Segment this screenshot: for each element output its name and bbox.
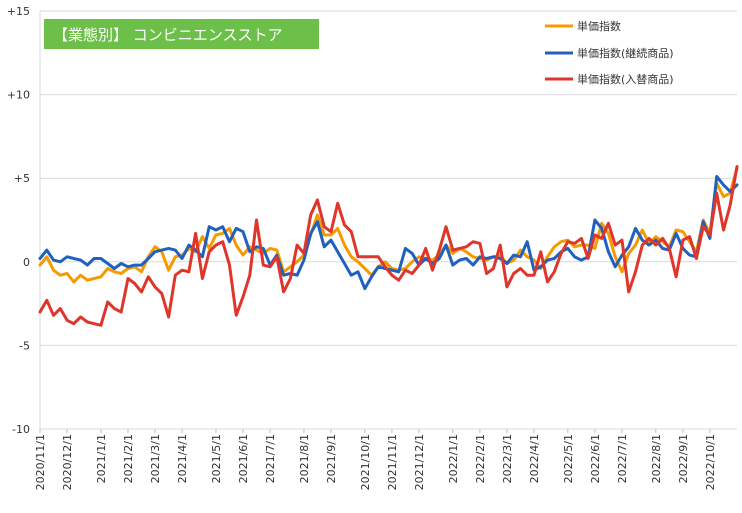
x-tick-label: 2022/8/1 xyxy=(650,434,663,483)
series-line-1 xyxy=(38,166,739,284)
x-tick-label: 2021/6/1 xyxy=(237,434,250,483)
y-tick-label: 0 xyxy=(23,256,30,269)
x-tick-label: 2022/6/1 xyxy=(589,434,602,483)
x-tick-label: 2022/5/1 xyxy=(562,434,575,483)
y-tick-label: +15 xyxy=(7,5,30,18)
y-tick-label: -10 xyxy=(12,423,30,436)
x-tick-label: 2022/7/1 xyxy=(616,434,629,483)
x-tick-label: 2022/10/1 xyxy=(704,434,717,490)
x-tick-label: 2021/10/1 xyxy=(359,434,372,490)
x-tick-label: 2021/3/1 xyxy=(149,434,162,483)
x-tick-label: 2021/8/1 xyxy=(298,434,311,483)
x-axis-labels: 2020/11/1 2020/12/1 2021/1/1 2021/2/1 2021/3… xyxy=(34,434,717,490)
y-axis-labels: +15 +10 +5 0 -5 -10 xyxy=(7,5,30,436)
x-axis xyxy=(39,11,711,433)
x-tick-label: 2022/1/1 xyxy=(447,434,460,483)
series-line-3 xyxy=(38,165,739,327)
gridlines xyxy=(40,10,737,430)
x-tick-label: 2021/5/1 xyxy=(210,434,223,483)
x-tick-label: 2021/2/1 xyxy=(122,434,135,483)
x-tick-label: 2022/2/1 xyxy=(474,434,487,483)
x-tick-label: 2021/7/1 xyxy=(264,434,277,483)
title-badge: 【業態別】 コンビニエンスストア xyxy=(44,19,319,49)
x-tick-label: 2022/4/1 xyxy=(528,434,541,483)
x-tick-label: 2021/9/1 xyxy=(325,434,338,483)
y-tick-label: -5 xyxy=(19,339,30,352)
x-tick-label: 2021/12/1 xyxy=(413,434,426,490)
legend-label: 単価指数(継続商品) xyxy=(577,46,674,60)
x-tick-label: 2021/4/1 xyxy=(176,434,189,483)
y-tick-label: +5 xyxy=(14,172,30,185)
series-lines xyxy=(38,165,739,327)
x-tick-label: 2022/9/1 xyxy=(677,434,690,483)
x-tick-label: 2022/3/1 xyxy=(501,434,514,483)
legend-label: 単価指数(入替商品) xyxy=(577,72,674,86)
x-tick-label: 2021/11/1 xyxy=(386,434,399,490)
x-tick-label: 2020/11/1 xyxy=(34,434,47,490)
x-tick-label: 2020/12/1 xyxy=(61,434,74,490)
title-badge-text: 【業態別】 コンビニエンスストア xyxy=(53,26,282,44)
legend-label: 単価指数 xyxy=(577,19,621,33)
x-tick-label: 2021/1/1 xyxy=(95,434,108,483)
y-tick-label: +10 xyxy=(7,89,30,102)
